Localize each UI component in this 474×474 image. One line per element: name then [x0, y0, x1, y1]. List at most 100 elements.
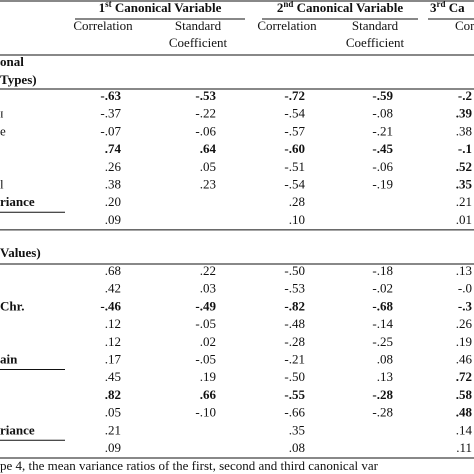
table-cell: -.82	[284, 298, 305, 313]
table-cell: .46	[456, 352, 473, 367]
table-cell: .19	[456, 334, 472, 349]
table-cell: .21	[105, 422, 121, 437]
table-cell: .45	[105, 369, 121, 384]
table-cell: -.51	[284, 159, 305, 174]
table-cell: .10	[289, 212, 305, 227]
table-cell: .08	[377, 352, 393, 367]
table-cell: .82	[105, 387, 121, 402]
group-superscript: st	[105, 0, 112, 9]
column-header: Coefficient	[346, 35, 405, 50]
table-cell: .09	[105, 440, 121, 455]
table-cell: -.53	[284, 281, 305, 296]
table-cell: -.46	[100, 298, 121, 313]
table-cell: -.50	[284, 263, 305, 278]
table-cell: .03	[200, 281, 216, 296]
table-cell: .28	[289, 194, 305, 209]
table-cell: .13	[456, 263, 472, 278]
table-cell: -.1	[458, 141, 472, 156]
table-cell: .58	[456, 387, 473, 402]
table-cell: -.05	[195, 352, 216, 367]
table-cell: -.0	[458, 281, 472, 296]
table-cell: .11	[456, 440, 472, 455]
section-label: Values)	[0, 245, 41, 260]
table-cell: .09	[105, 212, 121, 227]
table-cell: -.10	[195, 405, 216, 420]
table-cell: .02	[200, 334, 216, 349]
row-label: l	[0, 177, 4, 192]
table-cell: -.48	[284, 316, 305, 331]
table-cell: .38	[456, 123, 472, 138]
table-cell: .21	[456, 194, 472, 209]
table-cell: .72	[456, 369, 472, 384]
table-cell: -.07	[100, 123, 121, 138]
column-header: Correla	[455, 18, 474, 33]
table-cell: .52	[456, 159, 472, 174]
table-cell: -.60	[284, 141, 305, 156]
table-cell: .12	[105, 316, 121, 331]
group-number: 1	[99, 0, 106, 15]
table-cell: -.21	[372, 123, 393, 138]
row-label: ɪ	[0, 106, 4, 121]
group-header: 1st Canonical Variable	[99, 0, 222, 15]
table-cell: -.14	[372, 316, 393, 331]
table-cell: -.28	[372, 387, 393, 402]
table-cell: -.28	[372, 405, 393, 420]
table-cell: -.55	[284, 387, 305, 402]
group-superscript: nd	[283, 0, 293, 9]
table-cell: .05	[200, 159, 216, 174]
group-number: 3	[430, 0, 437, 15]
table-cell: .38	[105, 177, 121, 192]
column-header: Coefficient	[169, 35, 228, 50]
column-header: Standard	[175, 18, 222, 33]
table-cell: .23	[200, 177, 216, 192]
table-cell: .20	[105, 194, 121, 209]
table-cell: -.3	[458, 298, 473, 313]
row-label: Chr.	[0, 298, 24, 313]
table-cell: -.59	[372, 88, 393, 103]
group-superscript: rd	[437, 0, 446, 9]
row-label: riance	[0, 422, 35, 437]
table-cell: .13	[377, 369, 393, 384]
table-cell: .48	[456, 405, 473, 420]
group-number: 2	[277, 0, 284, 15]
group-text: Ca	[446, 0, 466, 15]
caption: pe 4, the mean variance ratios of the fi…	[0, 458, 379, 473]
table-cell: -.72	[284, 88, 305, 103]
table-cell: -.53	[195, 88, 216, 103]
table-cell: -.50	[284, 369, 305, 384]
table-cell: -.05	[195, 316, 216, 331]
table-cell: .22	[200, 263, 216, 278]
table-cell: .05	[105, 405, 121, 420]
table-cell: -.66	[284, 405, 305, 420]
group-header: 3rd Ca	[430, 0, 465, 15]
table-cell: -.45	[372, 141, 393, 156]
table-cell: .74	[105, 141, 122, 156]
table-cell: -.06	[195, 123, 216, 138]
group-text: Canonical Variable	[293, 0, 403, 15]
row-label: ain	[0, 352, 18, 367]
table-cell: -.22	[195, 106, 216, 121]
table-cell: -.37	[100, 106, 121, 121]
group-header: 2nd Canonical Variable	[277, 0, 404, 15]
table-cell: -.18	[372, 263, 393, 278]
table-cell: .26	[105, 159, 122, 174]
table-cell: .17	[105, 352, 122, 367]
section-label: Types)	[0, 72, 37, 87]
table-cell: -.54	[284, 106, 305, 121]
table-cell: .26	[456, 316, 473, 331]
table-cell: .08	[289, 440, 305, 455]
table-cell: -.21	[284, 352, 305, 367]
column-header: Standard	[352, 18, 399, 33]
row-label: e	[0, 123, 6, 138]
table-cell: .12	[105, 334, 121, 349]
table-cell: .39	[456, 106, 473, 121]
table-cell: -.68	[372, 298, 393, 313]
table-cell: .14	[456, 422, 473, 437]
section-label: onal	[0, 54, 24, 69]
table-cell: .66	[200, 387, 217, 402]
table-cell: -.25	[372, 334, 393, 349]
table-cell: .42	[105, 281, 121, 296]
table-cell: .64	[200, 141, 217, 156]
table-cell: -.19	[372, 177, 393, 192]
